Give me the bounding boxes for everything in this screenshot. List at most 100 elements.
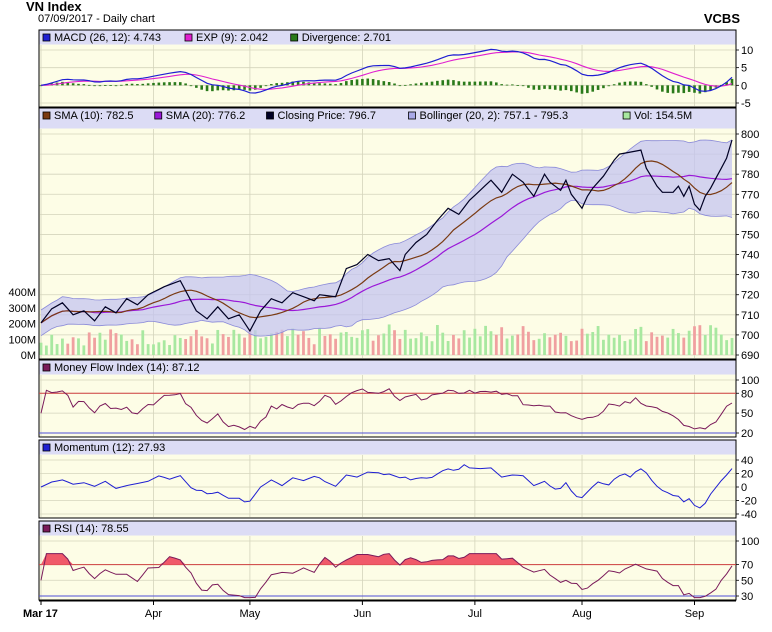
divergence-bar: [66, 82, 70, 86]
macd-legend-swatch: [290, 33, 299, 42]
divergence-bar: [350, 79, 353, 86]
brand-label: VCBS: [703, 11, 740, 26]
divergence-bar: [312, 83, 316, 86]
divergence-bar: [425, 82, 428, 86]
volume-bar: [585, 333, 589, 355]
volume-bar: [457, 338, 461, 355]
volume-bar: [119, 334, 123, 355]
volume-bar: [666, 337, 670, 355]
volume-bar: [452, 334, 455, 355]
volume-bar: [302, 331, 305, 355]
volume-bar: [280, 329, 284, 355]
divergence-bar: [564, 85, 568, 91]
volume-bar: [725, 340, 729, 355]
volume-bar: [580, 328, 584, 355]
volume-bar: [377, 335, 380, 355]
rsi-tick-label: 50: [741, 575, 753, 587]
volume-bar: [173, 335, 177, 355]
divergence-bar: [575, 85, 578, 93]
volume-bar: [564, 335, 568, 355]
volume-bar: [671, 328, 675, 355]
macd-tick-label: 10: [741, 45, 753, 57]
momentum-tick-label: 40: [741, 455, 753, 467]
volume-bar: [344, 331, 348, 355]
divergence-bar: [441, 80, 445, 86]
volume-bar: [39, 342, 43, 355]
mfi-tick-label: 100: [741, 375, 759, 387]
volume-bar: [98, 332, 102, 355]
rsi-legend-label: RSI (14): 78.55: [54, 523, 129, 535]
divergence-bar: [152, 82, 155, 86]
divergence-bar: [693, 85, 696, 93]
price-tick-label: 800: [741, 129, 759, 141]
divergence-bar: [618, 82, 621, 86]
volume-bar: [634, 328, 637, 355]
volume-bar: [398, 338, 402, 355]
divergence-bar: [270, 84, 273, 86]
price-legend-swatch: [42, 111, 51, 120]
volume-bar: [532, 340, 536, 355]
volume-bar: [355, 337, 359, 355]
volume-bar: [366, 329, 370, 355]
macd-panel: MACD (26, 12): 4.743 EXP (9): 2.042 Diverg…: [38, 29, 753, 110]
volume-bar: [409, 338, 413, 355]
volume-bar: [114, 333, 118, 355]
price-tick-label: 790: [741, 149, 759, 161]
divergence-bar: [505, 84, 509, 86]
divergence-bar: [109, 85, 112, 86]
divergence-bar: [725, 82, 728, 86]
volume-bar: [698, 325, 702, 355]
volume-bar: [141, 330, 145, 355]
price-tick-label: 780: [741, 169, 759, 181]
divergence-bar: [184, 83, 187, 86]
momentum-legend-label: Momentum (12): 27.93: [54, 442, 165, 454]
momentum-legend-bar: [39, 440, 736, 455]
volume-bar: [146, 344, 150, 355]
price-tick-label: 690: [741, 350, 759, 362]
price-legend-swatch: [408, 111, 416, 120]
mfi-legend-bar: [39, 360, 736, 375]
volume-tick-label: 0M: [21, 350, 36, 362]
divergence-bar: [553, 85, 557, 90]
mfi-tick-label: 20: [741, 428, 753, 440]
divergence-bar: [628, 81, 632, 86]
volume-bar: [339, 332, 343, 355]
divergence-bar: [216, 85, 220, 91]
volume-bar: [205, 338, 209, 355]
volume-bar: [77, 338, 80, 355]
rsi-tick-label: 30: [741, 591, 753, 603]
volume-bar: [714, 327, 718, 355]
divergence-bar: [189, 85, 193, 87]
volume-bar: [521, 326, 525, 355]
divergence-bar: [103, 85, 107, 86]
divergence-bar: [570, 85, 573, 92]
momentum-tick-label: 0: [741, 482, 747, 494]
divergence-bar: [173, 82, 177, 86]
volume-bar: [82, 345, 86, 355]
rsi-legend-swatch: [42, 524, 51, 533]
divergence-bar: [602, 85, 605, 89]
volume-bar: [350, 336, 354, 355]
volume-bar: [527, 331, 530, 355]
volume-bar: [687, 330, 691, 355]
divergence-bar: [644, 84, 648, 86]
volume-bar: [639, 326, 643, 355]
volume-bar: [682, 337, 686, 355]
divergence-bar: [527, 85, 530, 88]
divergence-bar: [398, 85, 402, 87]
volume-bar: [559, 332, 562, 355]
volume-bar: [93, 337, 96, 355]
volume-bar: [644, 341, 648, 355]
volume-tick-label: 100M: [8, 334, 36, 346]
closing-price-line: [40, 139, 733, 333]
divergence-bar: [548, 85, 552, 90]
divergence-bar: [291, 81, 295, 86]
volume-bar: [494, 334, 498, 355]
divergence-bar: [521, 85, 525, 87]
divergence-bar: [414, 83, 418, 86]
divergence-bar: [125, 83, 129, 86]
volume-bar: [162, 340, 166, 355]
volume-bar: [473, 328, 477, 355]
volume-bar: [264, 336, 268, 355]
volume-bar: [211, 343, 214, 355]
